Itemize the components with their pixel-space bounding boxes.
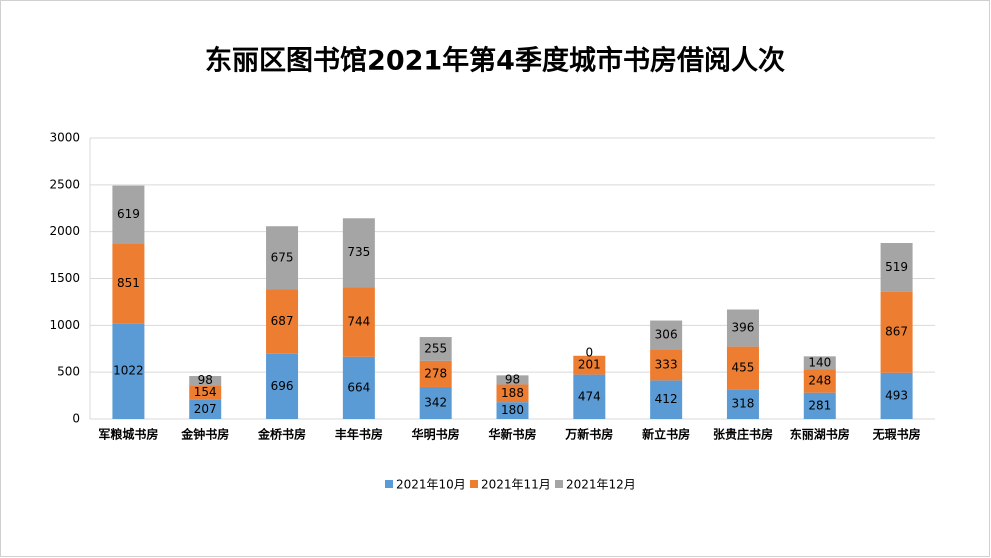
data-label: 207 — [194, 402, 217, 416]
data-label: 619 — [117, 207, 140, 221]
data-label: 333 — [655, 357, 678, 371]
bar-segment — [496, 402, 529, 419]
data-label: 493 — [885, 388, 908, 402]
bar-segment — [189, 399, 222, 419]
bar-segment — [419, 337, 452, 361]
y-tick-label: 0 — [72, 412, 80, 426]
data-label: 188 — [501, 386, 524, 400]
bar-segment — [573, 374, 606, 419]
bar-segment — [803, 356, 836, 370]
data-label: 180 — [501, 403, 524, 417]
bar-segment — [419, 360, 452, 387]
y-tick-label: 1500 — [49, 271, 80, 285]
bar-segment — [189, 385, 222, 400]
data-label: 140 — [808, 355, 831, 369]
x-tick-label: 华新书房 — [488, 427, 536, 442]
x-tick-label: 万新书房 — [564, 427, 613, 442]
y-tick-label: 3000 — [49, 131, 80, 145]
bar-segment — [880, 243, 913, 292]
y-tick-label: 1000 — [49, 318, 80, 332]
legend-swatch — [470, 480, 478, 488]
data-label: 696 — [271, 379, 294, 393]
x-tick-label: 新立书房 — [642, 427, 690, 442]
data-label: 664 — [347, 380, 370, 394]
data-label: 687 — [271, 314, 294, 328]
data-label: 1022 — [113, 364, 144, 378]
data-label: 412 — [655, 392, 678, 406]
bar-segment — [112, 323, 145, 419]
x-tick-label: 无瑕书房 — [872, 427, 921, 442]
bar-segment — [419, 386, 452, 419]
data-label: 342 — [424, 395, 447, 409]
bar-segment — [342, 356, 375, 419]
data-label: 318 — [732, 397, 755, 411]
data-label: 867 — [885, 325, 908, 339]
y-tick-label: 500 — [57, 365, 80, 379]
data-label: 281 — [808, 398, 831, 412]
bar-segment — [726, 309, 759, 347]
y-tick-label: 2500 — [49, 177, 80, 191]
bar-segment — [573, 355, 606, 375]
legend-label: 2021年12月 — [566, 478, 636, 492]
chart-title: 东丽区图书馆2021年第4季度城市书房借阅人次 — [205, 45, 785, 77]
bar-segment — [266, 226, 299, 290]
x-tick-label: 华明书房 — [412, 427, 460, 442]
bar-segment — [342, 287, 375, 357]
bar-segment — [112, 185, 145, 244]
data-label: 255 — [424, 341, 447, 355]
x-tick-label: 东丽湖书房 — [790, 427, 850, 442]
bar-segment — [650, 320, 683, 350]
x-tick-label: 金桥书房 — [257, 427, 306, 442]
bar-segment — [803, 369, 836, 393]
legend-label: 2021年10月 — [396, 478, 466, 492]
bar-segment — [266, 289, 299, 354]
bar-segment — [496, 375, 529, 385]
legend-swatch — [555, 480, 563, 488]
data-label: 735 — [347, 245, 370, 259]
data-label: 744 — [347, 314, 370, 328]
x-tick-label: 丰年书房 — [335, 427, 383, 442]
data-label: 851 — [117, 276, 140, 290]
bar-segment — [650, 349, 683, 381]
data-label: 201 — [578, 358, 601, 372]
bar-segment — [726, 389, 759, 419]
bar-segment — [189, 376, 222, 386]
x-tick-label: 金钟书房 — [180, 427, 229, 442]
data-label: 98 — [198, 373, 213, 387]
bar-segment — [726, 346, 759, 390]
data-label: 675 — [271, 250, 294, 264]
y-tick-label: 2000 — [49, 224, 80, 238]
x-tick-label: 军粮城书房 — [98, 427, 158, 442]
bar-segment — [880, 291, 913, 373]
data-label: 278 — [424, 366, 447, 380]
legend-label: 2021年11月 — [481, 478, 551, 492]
bar-segment — [650, 380, 683, 419]
bar-segment — [112, 243, 145, 324]
bar-segment — [880, 372, 913, 419]
data-label: 455 — [732, 360, 755, 374]
bar-segment — [266, 353, 299, 419]
bar-segment — [342, 218, 375, 288]
data-label: 154 — [194, 385, 217, 399]
bar-segment — [496, 384, 529, 403]
bar-segment — [803, 392, 836, 419]
x-tick-label: 张贵庄书房 — [713, 427, 773, 442]
data-label: 306 — [655, 327, 678, 341]
data-label: 248 — [808, 374, 831, 388]
data-label: 519 — [885, 260, 908, 274]
legend-swatch — [385, 480, 393, 488]
data-label: 0 — [585, 345, 593, 359]
data-label: 396 — [732, 321, 755, 335]
data-label: 98 — [505, 372, 520, 386]
data-label: 474 — [578, 389, 601, 403]
